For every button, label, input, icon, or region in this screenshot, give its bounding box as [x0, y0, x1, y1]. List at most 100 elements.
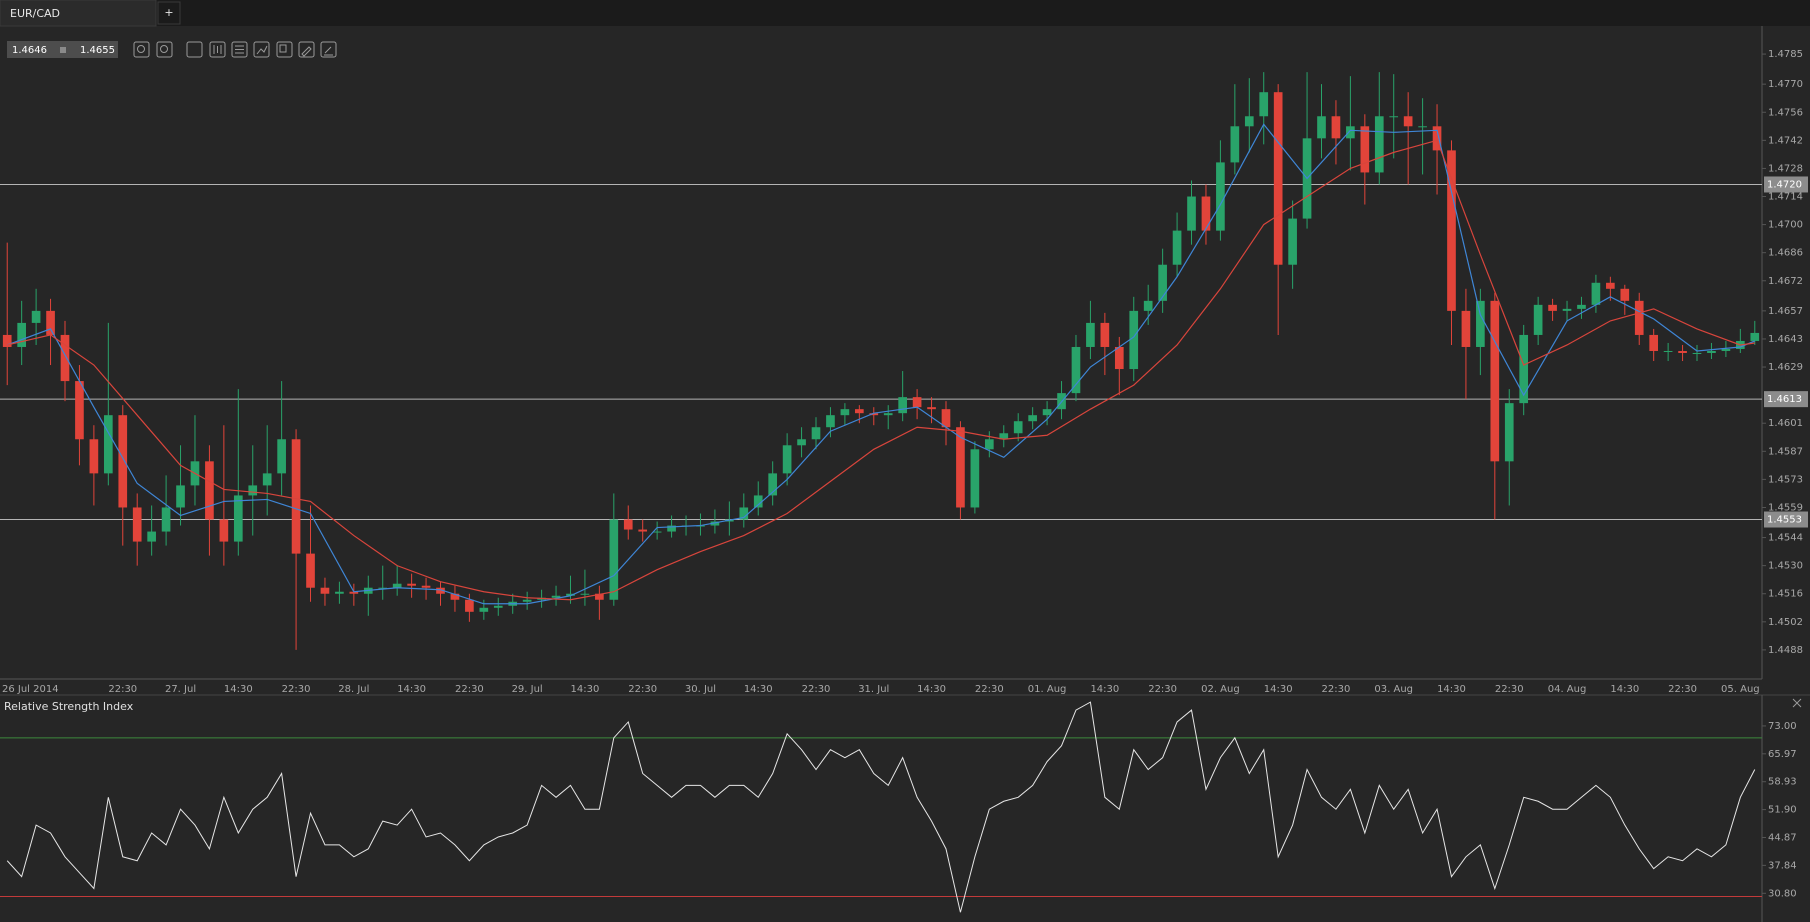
candle-body	[652, 531, 662, 533]
candle-body	[306, 553, 315, 588]
x-tick-label: 31. Jul	[858, 684, 889, 695]
x-tick-label: 03. Aug	[1374, 684, 1413, 695]
candle-body	[407, 583, 416, 586]
add-tab-label[interactable]: +	[164, 6, 173, 19]
candle-body	[811, 427, 821, 440]
add-tab-button[interactable]	[157, 1, 181, 25]
candle-body	[320, 587, 330, 594]
candle-body	[1707, 350, 1716, 353]
y-tick-label: 1.4742	[1768, 135, 1803, 146]
candle-body	[1042, 409, 1052, 416]
candle-body	[1634, 300, 1644, 335]
y-tick-label: 1.4756	[1768, 107, 1803, 118]
candle-body	[1591, 282, 1601, 305]
x-tick-label: 14:30	[397, 684, 426, 695]
candle-body	[1461, 310, 1471, 347]
candle-body	[999, 433, 1009, 440]
tab-title[interactable]: EUR/CAD	[10, 7, 60, 20]
level-label-box	[1764, 176, 1808, 193]
y-tick-label: 1.4629	[1768, 362, 1803, 373]
x-tick-label: 05. Aug	[1721, 684, 1760, 695]
x-tick-label: 04. Aug	[1548, 684, 1587, 695]
x-tick-label: 14:30	[224, 684, 253, 695]
y-tick-label: 1.4559	[1768, 502, 1803, 513]
candle-body	[869, 413, 879, 416]
x-tick-label: 22:30	[455, 684, 484, 695]
tab-bar	[0, 0, 1810, 26]
y-tick-label: 1.4785	[1768, 49, 1803, 60]
icon	[324, 46, 333, 56]
candle-body	[1374, 116, 1384, 173]
tab[interactable]	[0, 0, 157, 27]
copy-button[interactable]	[276, 41, 293, 58]
ask-price: 1.4655	[80, 45, 115, 56]
y-tick-label: 73.00	[1768, 721, 1797, 732]
y-tick-label: 1.4728	[1768, 163, 1803, 174]
candle-body	[1750, 332, 1760, 341]
icon	[213, 45, 222, 54]
y-tick-label: 1.4502	[1768, 617, 1803, 628]
candle-body	[60, 334, 70, 382]
x-tick-label: 14:30	[571, 684, 600, 695]
candle-body	[479, 607, 489, 612]
candle-body	[522, 599, 532, 602]
candle-body	[1418, 126, 1427, 128]
level-label: 1.4720	[1767, 179, 1802, 190]
candle-body	[1143, 300, 1153, 311]
x-tick-label: 29. Jul	[512, 684, 543, 695]
x-tick-label: 14:30	[744, 684, 773, 695]
candle-body	[1432, 126, 1442, 151]
candle-body	[1360, 126, 1370, 173]
candle-body	[176, 485, 185, 508]
candle-body	[1201, 196, 1211, 231]
chart-type-button[interactable]	[209, 41, 226, 58]
y-tick-label: 1.4544	[1768, 533, 1803, 544]
close-panel-button[interactable]	[1792, 698, 1802, 708]
icon	[279, 44, 287, 53]
x-tick-label: 30. Jul	[685, 684, 716, 695]
spread-icon	[60, 47, 66, 53]
pen-button[interactable]	[320, 41, 337, 58]
x-tick-label: 14:30	[1610, 684, 1639, 695]
candle-body	[31, 310, 41, 323]
candle-body	[262, 473, 272, 486]
candle-body	[493, 605, 503, 608]
candle-body	[335, 591, 344, 594]
level-label-box	[1764, 511, 1808, 528]
x-tick-label: 22:30	[802, 684, 831, 695]
candle-body	[291, 439, 301, 554]
moving-average	[7, 139, 1755, 601]
candle-body	[421, 585, 431, 588]
candle-body	[1389, 116, 1399, 118]
candle-body	[1158, 264, 1167, 301]
candle-body	[46, 310, 55, 335]
draw-button[interactable]	[253, 41, 270, 58]
y-tick-label: 1.4672	[1768, 276, 1803, 287]
candle-body	[349, 591, 359, 594]
candle-body	[1013, 421, 1023, 434]
icon	[256, 45, 268, 55]
edit-button[interactable]	[298, 41, 315, 58]
candle-body	[970, 449, 980, 508]
y-tick-label: 51.90	[1768, 805, 1797, 816]
candle-body	[551, 595, 561, 598]
candle-body	[956, 427, 965, 508]
candle-body	[1476, 300, 1485, 347]
zoom-out-button[interactable]	[156, 41, 173, 58]
candle-body	[1259, 92, 1269, 117]
indicators-button[interactable]	[231, 41, 248, 58]
candle-body	[392, 583, 402, 588]
x-tick-label: 27. Jul	[165, 684, 196, 695]
candle-body	[89, 439, 99, 474]
candle-body	[1129, 310, 1139, 370]
level-label: 1.4613	[1767, 394, 1802, 405]
candle-body	[1577, 304, 1586, 309]
x-tick-label: 14:30	[1437, 684, 1466, 695]
zoom-in-button[interactable]	[133, 41, 150, 58]
period-button[interactable]	[186, 41, 203, 58]
x-tick-label: 14:30	[917, 684, 946, 695]
rsi-title: Relative Strength Index	[4, 700, 134, 713]
y-tick-label: 58.93	[1768, 777, 1797, 788]
